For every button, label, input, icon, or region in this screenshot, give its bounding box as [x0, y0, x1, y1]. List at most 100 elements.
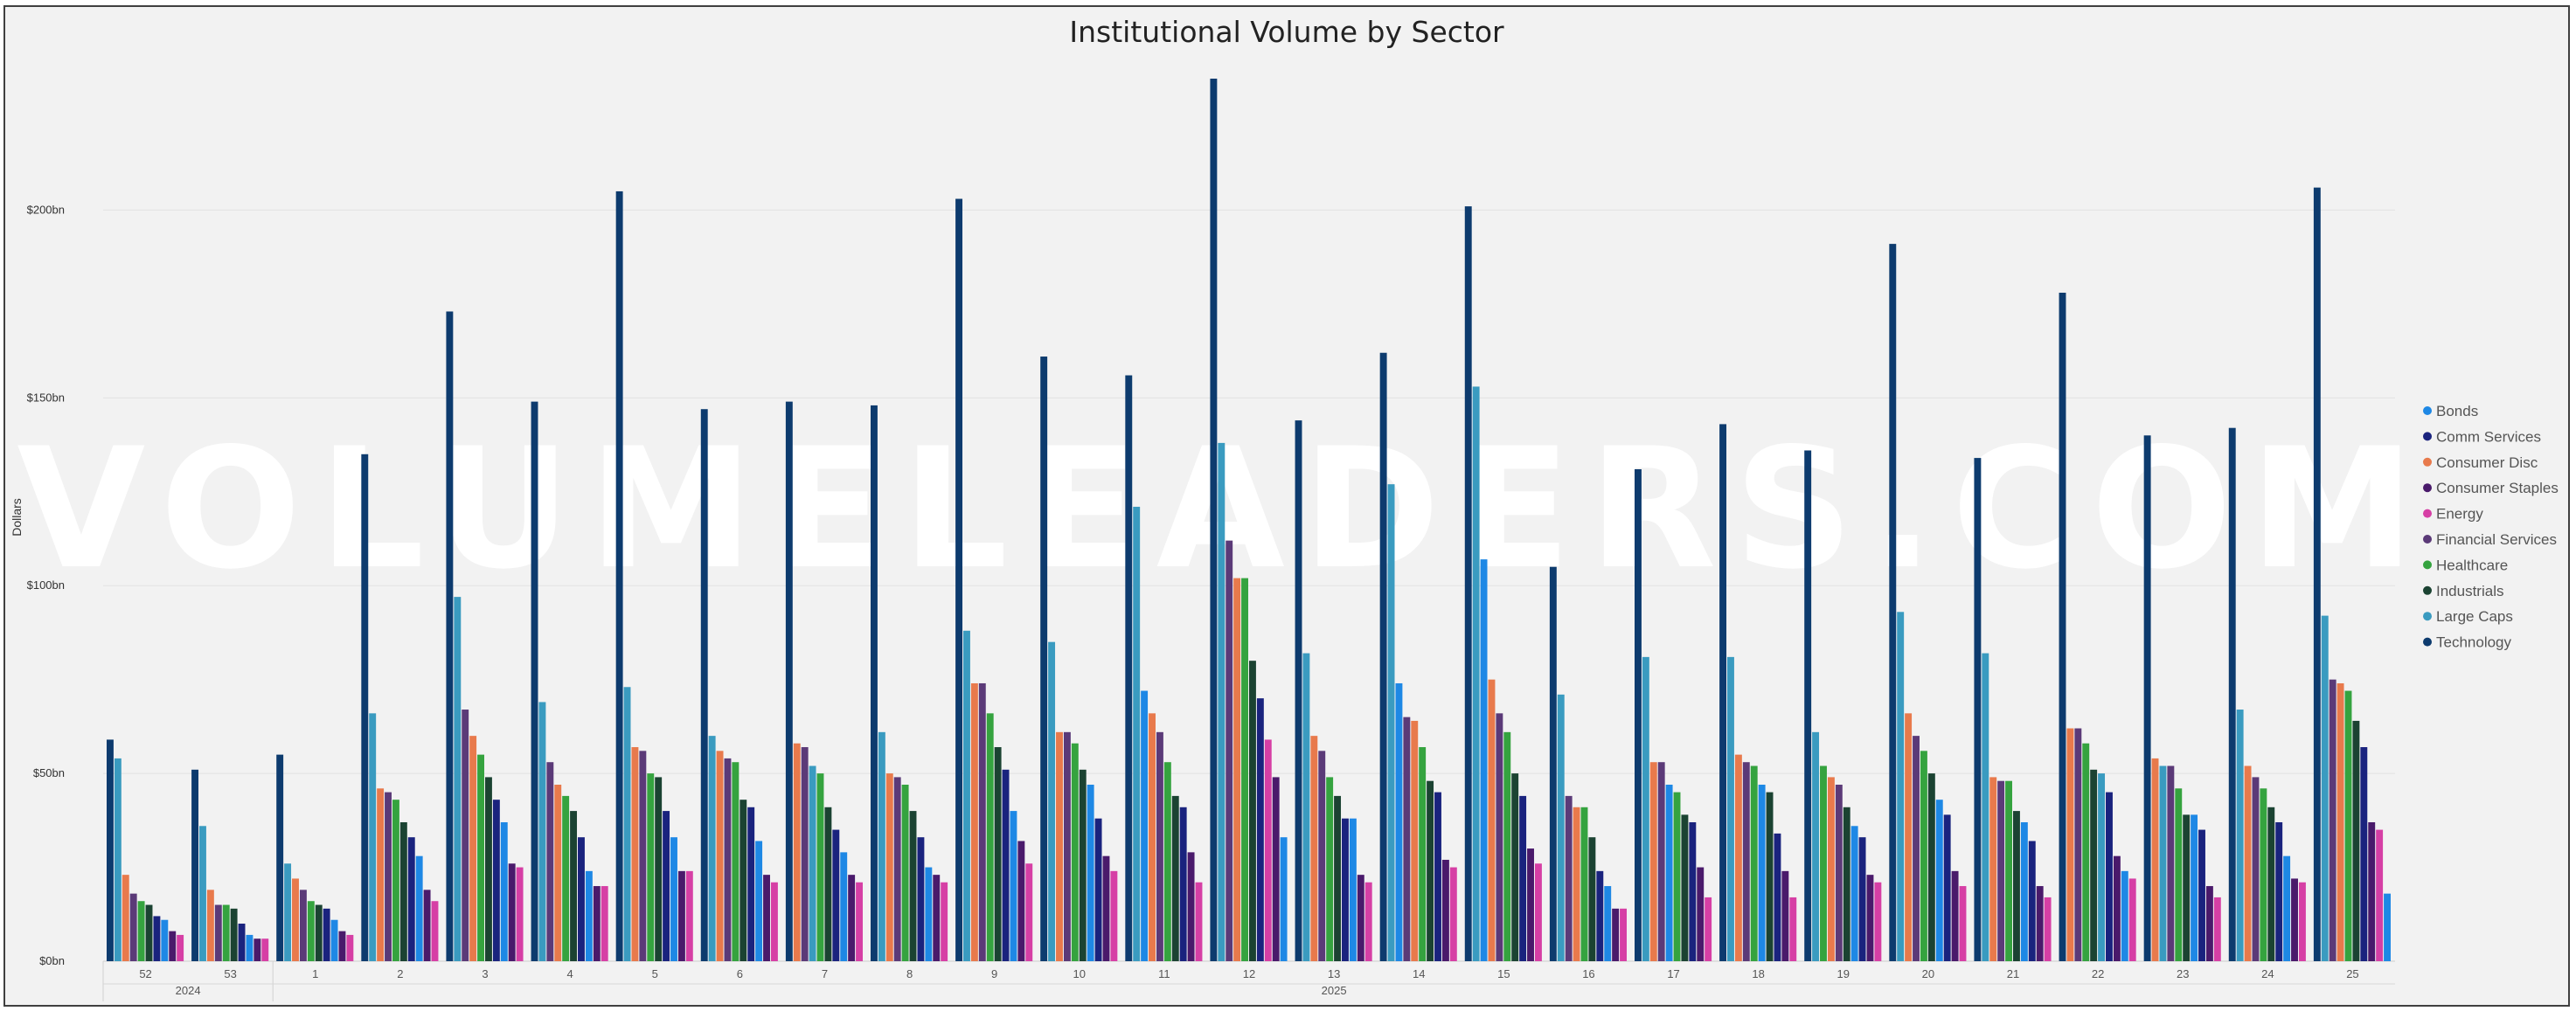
bar-consumer-staples-wk-1[interactable] [338, 931, 346, 961]
bar-large-caps-wk-5[interactable] [623, 687, 631, 961]
bar-consumer-staples-wk-5[interactable] [677, 870, 685, 961]
bar-consumer-staples-wk-17[interactable] [1697, 867, 1705, 961]
bar-financial-services-wk-23[interactable] [2167, 765, 2175, 961]
bar-bonds-wk-12[interactable] [1280, 837, 1288, 961]
bar-industrials-wk-8[interactable] [909, 811, 917, 961]
bar-large-caps-wk-14[interactable] [1387, 484, 1395, 961]
bar-technology-wk-10[interactable] [1040, 357, 1048, 961]
bar-financial-services-wk-1[interactable] [299, 890, 307, 961]
bar-consumer-disc-wk-19[interactable] [1827, 777, 1835, 961]
bar-industrials-wk-53[interactable] [230, 908, 238, 961]
bar-energy-wk-21[interactable] [2044, 897, 2052, 961]
bar-consumer-disc-wk-20[interactable] [1905, 713, 1913, 961]
bar-consumer-disc-wk-12[interactable] [1233, 578, 1241, 961]
bar-healthcare-wk-25[interactable] [2344, 690, 2352, 961]
bar-consumer-disc-wk-52[interactable] [122, 875, 129, 961]
bar-financial-services-wk-10[interactable] [1063, 731, 1071, 961]
legend-item-technology[interactable]: Technology [2436, 634, 2512, 651]
bar-bonds-wk-20[interactable] [1935, 800, 1943, 961]
bar-healthcare-wk-24[interactable] [2260, 788, 2267, 961]
bar-healthcare-wk-16[interactable] [1580, 807, 1588, 961]
bar-financial-services-wk-13[interactable] [1318, 751, 1326, 961]
bar-industrials-wk-25[interactable] [2352, 720, 2360, 961]
bar-industrials-wk-24[interactable] [2267, 807, 2275, 961]
bar-technology-wk-1[interactable] [276, 754, 284, 961]
bar-comm-services-wk-10[interactable] [1094, 818, 1102, 961]
bar-energy-wk-23[interactable] [2213, 897, 2221, 961]
bar-large-caps-wk-11[interactable] [1133, 506, 1141, 961]
bar-large-caps-wk-23[interactable] [2159, 765, 2167, 961]
bar-bonds-wk-4[interactable] [585, 870, 593, 961]
bar-bonds-wk-1[interactable] [330, 919, 338, 961]
bar-comm-services-wk-1[interactable] [323, 908, 330, 961]
bar-industrials-wk-10[interactable] [1079, 769, 1087, 961]
bar-financial-services-wk-6[interactable] [724, 758, 732, 961]
bar-consumer-disc-wk-13[interactable] [1310, 736, 1318, 961]
bar-bonds-wk-8[interactable] [925, 867, 933, 961]
bar-consumer-staples-wk-15[interactable] [1527, 848, 1534, 961]
bar-consumer-staples-wk-3[interactable] [508, 863, 516, 961]
bar-financial-services-wk-3[interactable] [462, 710, 469, 961]
bar-consumer-disc-wk-53[interactable] [206, 890, 214, 961]
bar-energy-wk-25[interactable] [2376, 829, 2384, 961]
bar-consumer-staples-wk-8[interactable] [933, 875, 941, 961]
bar-technology-wk-4[interactable] [531, 401, 538, 961]
bar-financial-services-wk-14[interactable] [1403, 717, 1411, 961]
bar-financial-services-wk-8[interactable] [893, 777, 901, 961]
bar-consumer-staples-wk-24[interactable] [2291, 878, 2298, 961]
bar-healthcare-wk-22[interactable] [2082, 743, 2090, 961]
bar-comm-services-wk-18[interactable] [1774, 833, 1781, 961]
bar-large-caps-wk-3[interactable] [454, 597, 462, 961]
bar-energy-wk-11[interactable] [1195, 882, 1203, 961]
bar-financial-services-wk-22[interactable] [2074, 728, 2082, 961]
bar-comm-services-wk-52[interactable] [153, 916, 161, 961]
bar-consumer-staples-wk-16[interactable] [1612, 908, 1620, 961]
bar-bonds-wk-25[interactable] [2384, 893, 2391, 961]
bar-technology-wk-8[interactable] [871, 405, 878, 961]
bar-industrials-wk-5[interactable] [655, 777, 663, 961]
bar-consumer-staples-wk-25[interactable] [2368, 821, 2376, 961]
bar-healthcare-wk-1[interactable] [307, 901, 315, 961]
bar-technology-wk-23[interactable] [2143, 435, 2151, 961]
bar-healthcare-wk-15[interactable] [1503, 731, 1511, 961]
bar-technology-wk-9[interactable] [955, 198, 963, 961]
bar-financial-services-wk-20[interactable] [1913, 736, 1920, 961]
bar-large-caps-wk-15[interactable] [1472, 386, 1480, 961]
bar-large-caps-wk-20[interactable] [1897, 612, 1905, 961]
bar-healthcare-wk-13[interactable] [1326, 777, 1334, 961]
bar-financial-services-wk-17[interactable] [1657, 762, 1665, 961]
bar-large-caps-wk-24[interactable] [2236, 710, 2244, 961]
bar-bonds-wk-19[interactable] [1850, 826, 1858, 961]
bar-consumer-disc-wk-14[interactable] [1411, 720, 1419, 961]
bar-consumer-disc-wk-9[interactable] [970, 682, 978, 961]
bar-consumer-staples-wk-2[interactable] [423, 890, 431, 961]
bar-energy-wk-15[interactable] [1534, 863, 1542, 961]
legend-item-large-caps[interactable]: Large Caps [2436, 608, 2513, 625]
bar-financial-services-wk-11[interactable] [1156, 731, 1163, 961]
bar-bonds-wk-16[interactable] [1604, 886, 1612, 961]
bar-financial-services-wk-52[interactable] [129, 893, 137, 961]
bar-bonds-wk-7[interactable] [840, 852, 848, 961]
bar-consumer-disc-wk-8[interactable] [885, 773, 893, 961]
bar-healthcare-wk-8[interactable] [901, 785, 909, 961]
bar-energy-wk-5[interactable] [685, 870, 693, 961]
bar-comm-services-wk-3[interactable] [492, 800, 500, 961]
bar-energy-wk-1[interactable] [346, 934, 354, 961]
bar-industrials-wk-16[interactable] [1588, 837, 1596, 961]
bar-consumer-disc-wk-18[interactable] [1734, 754, 1742, 961]
bar-technology-wk-5[interactable] [615, 190, 623, 961]
bar-industrials-wk-23[interactable] [2183, 814, 2191, 961]
bar-consumer-staples-wk-14[interactable] [1441, 859, 1449, 961]
bar-large-caps-wk-1[interactable] [284, 863, 292, 961]
bar-consumer-disc-wk-21[interactable] [1989, 777, 1997, 961]
bar-energy-wk-24[interactable] [2298, 882, 2306, 961]
bar-comm-services-wk-14[interactable] [1434, 792, 1441, 961]
bar-industrials-wk-18[interactable] [1766, 792, 1774, 961]
bar-bonds-wk-15[interactable] [1480, 559, 1488, 961]
legend-item-healthcare[interactable]: Healthcare [2436, 557, 2508, 573]
bar-bonds-wk-18[interactable] [1758, 785, 1766, 961]
bar-large-caps-wk-12[interactable] [1218, 442, 1226, 961]
bar-bonds-wk-9[interactable] [1010, 811, 1017, 961]
bar-energy-wk-19[interactable] [1874, 882, 1882, 961]
bar-bonds-wk-13[interactable] [1349, 818, 1357, 961]
